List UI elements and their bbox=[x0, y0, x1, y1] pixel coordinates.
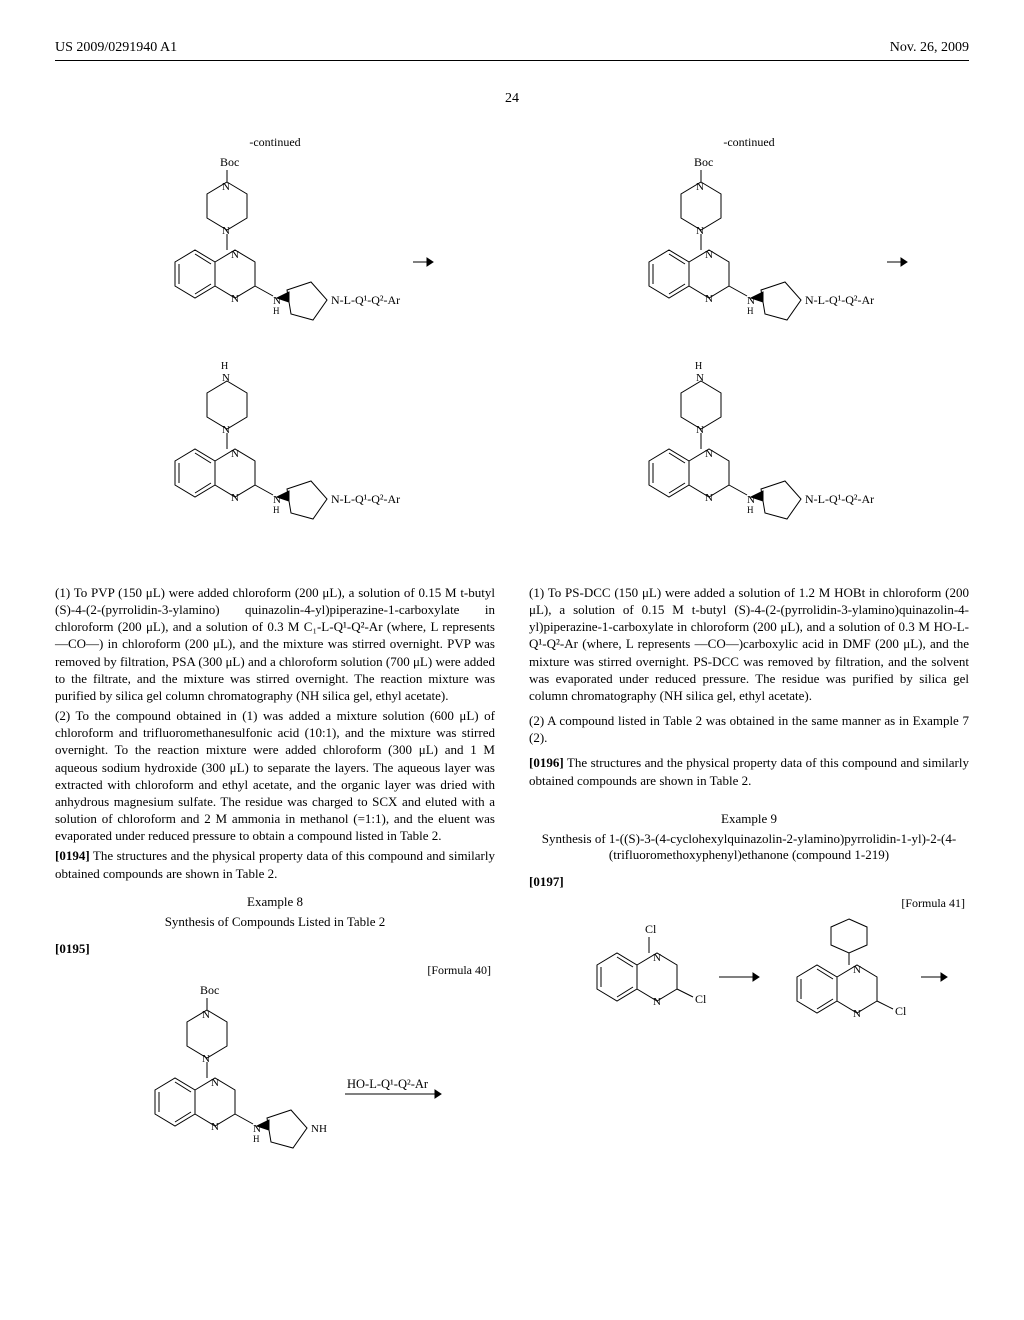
svg-text:N: N bbox=[211, 1077, 219, 1089]
svg-text:NH: NH bbox=[311, 1123, 327, 1135]
svg-text:N-L-Q¹-Q²-Ar: N-L-Q¹-Q²-Ar bbox=[331, 293, 400, 307]
left-p3: [0194] The structures and the physical p… bbox=[55, 847, 495, 881]
svg-text:N: N bbox=[705, 492, 713, 504]
left-p1: (1) To PVP (150 μL) were added chlorofor… bbox=[55, 584, 495, 704]
page-number: 24 bbox=[55, 91, 969, 107]
example-9-heading: Example 9 bbox=[529, 811, 969, 827]
svg-text:HO-L-Q¹-Q²-Ar: HO-L-Q¹-Q²-Ar bbox=[347, 1077, 429, 1091]
para-num-0196: [0196] bbox=[529, 755, 564, 770]
svg-text:N: N bbox=[705, 249, 713, 261]
left-scheme-2-svg: Boc N N N N N H bbox=[95, 980, 455, 1180]
formula-40-label: [Formula 40] bbox=[55, 963, 491, 978]
svg-text:N: N bbox=[231, 448, 239, 460]
svg-text:H: H bbox=[747, 505, 754, 515]
example-8-sub: Synthesis of Compounds Listed in Table 2 bbox=[55, 914, 495, 930]
svg-text:N: N bbox=[705, 293, 713, 305]
svg-text:N: N bbox=[222, 225, 230, 237]
svg-text:N: N bbox=[231, 492, 239, 504]
svg-text:N: N bbox=[231, 293, 239, 305]
svg-text:N-L-Q¹-Q²-Ar: N-L-Q¹-Q²-Ar bbox=[805, 492, 874, 506]
svg-text:N: N bbox=[222, 181, 230, 193]
svg-text:Cl: Cl bbox=[895, 1004, 907, 1018]
svg-text:Boc: Boc bbox=[200, 983, 219, 997]
example-8-heading: Example 8 bbox=[55, 894, 495, 910]
svg-text:N: N bbox=[853, 964, 861, 976]
doc-date: Nov. 26, 2009 bbox=[890, 40, 969, 56]
left-column: -continued Boc N N bbox=[55, 135, 495, 1192]
continued-label-r: -continued bbox=[529, 135, 969, 150]
continued-label: -continued bbox=[55, 135, 495, 150]
right-p3: [0196] The structures and the physical p… bbox=[529, 754, 969, 788]
left-scheme-1: Boc N N N N N H bbox=[55, 152, 495, 572]
example-9-sub: Synthesis of 1-((S)-3-(4-cyclohexylquina… bbox=[529, 831, 969, 863]
header-rule bbox=[55, 60, 969, 61]
svg-text:H: H bbox=[273, 505, 280, 515]
svg-text:N-L-Q¹-Q²-Ar: N-L-Q¹-Q²-Ar bbox=[331, 492, 400, 506]
right-scheme-1: Boc N N N N N H N-L-Q¹-Q²-Ar bbox=[529, 152, 969, 572]
page-header: US 2009/0291940 A1 Nov. 26, 2009 bbox=[55, 40, 969, 56]
svg-text:H: H bbox=[273, 306, 280, 316]
svg-text:H: H bbox=[695, 361, 702, 372]
left-scheme-1-svg: Boc N N N N N H bbox=[115, 152, 435, 572]
svg-text:N-L-Q¹-Q²-Ar: N-L-Q¹-Q²-Ar bbox=[805, 293, 874, 307]
svg-text:Boc: Boc bbox=[694, 155, 713, 169]
svg-text:N: N bbox=[653, 996, 661, 1008]
para-0195: [0195] bbox=[55, 940, 495, 957]
para-0197: [0197] bbox=[529, 873, 969, 890]
formula-41-label: [Formula 41] bbox=[529, 896, 965, 911]
svg-text:Cl: Cl bbox=[695, 992, 707, 1006]
right-scheme-2-svg: Cl N N Cl bbox=[549, 913, 949, 1053]
two-column-layout: -continued Boc N N bbox=[55, 135, 969, 1192]
right-scheme-1-svg: Boc N N N N N H N-L-Q¹-Q²-Ar bbox=[589, 152, 909, 572]
svg-text:Cl: Cl bbox=[645, 922, 657, 936]
right-p2: (2) A compound listed in Table 2 was obt… bbox=[529, 712, 969, 746]
svg-text:N: N bbox=[202, 1053, 210, 1065]
svg-text:H: H bbox=[747, 306, 754, 316]
svg-text:N: N bbox=[653, 952, 661, 964]
svg-text:N: N bbox=[222, 424, 230, 436]
svg-text:N: N bbox=[696, 181, 704, 193]
svg-text:N: N bbox=[696, 424, 704, 436]
right-column: -continued Boc N N N N N H bbox=[529, 135, 969, 1192]
svg-text:N: N bbox=[853, 1008, 861, 1020]
svg-text:Boc: Boc bbox=[220, 155, 239, 169]
svg-text:N: N bbox=[696, 225, 704, 237]
svg-text:N: N bbox=[705, 448, 713, 460]
svg-text:N: N bbox=[211, 1121, 219, 1133]
right-scheme-2: Cl N N Cl bbox=[529, 913, 969, 1053]
right-p1: (1) To PS-DCC (150 μL) were added a solu… bbox=[529, 584, 969, 704]
para-num-0194: [0194] bbox=[55, 848, 90, 863]
para-num-0197: [0197] bbox=[529, 874, 564, 889]
svg-text:H: H bbox=[253, 1134, 260, 1144]
svg-text:N: N bbox=[202, 1009, 210, 1021]
left-scheme-2: Boc N N N N N H bbox=[55, 980, 495, 1180]
doc-number: US 2009/0291940 A1 bbox=[55, 40, 177, 56]
svg-text:H: H bbox=[221, 361, 228, 372]
svg-text:N: N bbox=[231, 249, 239, 261]
left-p2: (2) To the compound obtained in (1) was … bbox=[55, 707, 495, 844]
para-num-0195: [0195] bbox=[55, 941, 90, 956]
